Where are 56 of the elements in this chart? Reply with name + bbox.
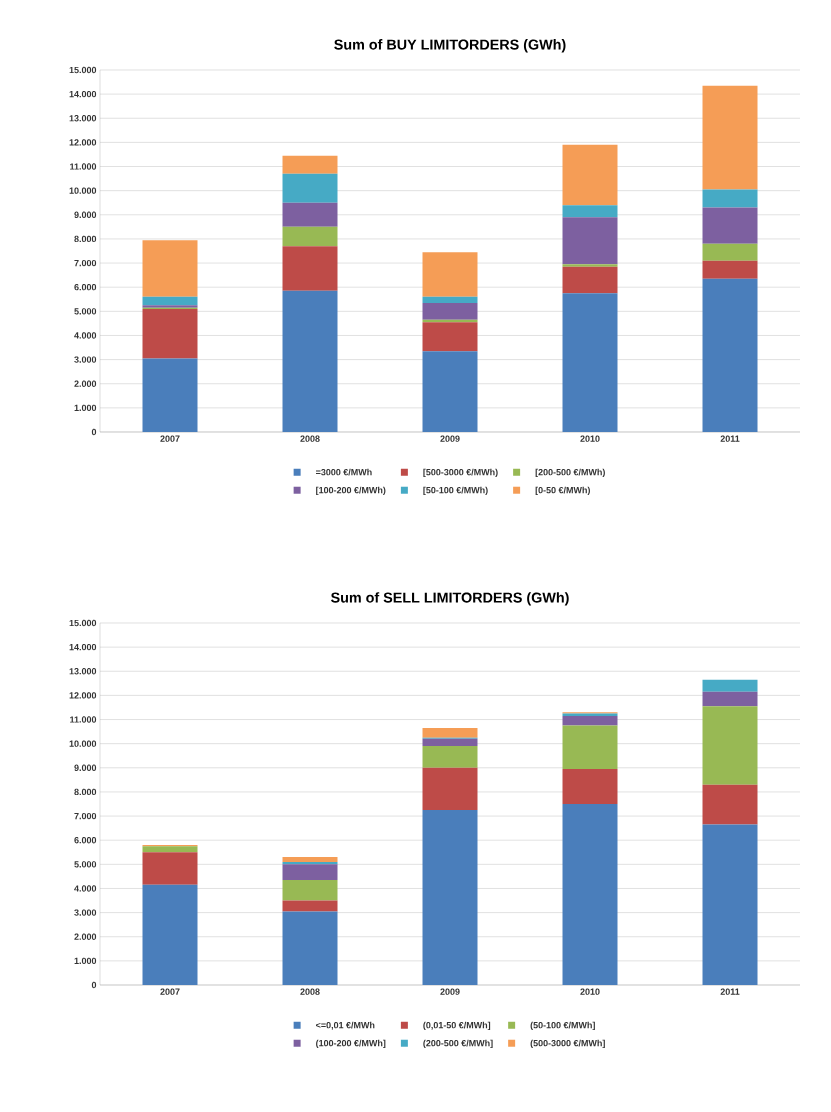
y-tick-label: 5.000	[74, 308, 97, 315]
legend-label: (100-200 €/MWh]	[316, 1039, 386, 1049]
legend-label: (50-100 €/MWh]	[530, 1021, 595, 1031]
y-tick-label: 14.000	[69, 643, 97, 651]
y-tick-label: 12.000	[69, 139, 97, 146]
y-tick-label: 13.000	[69, 115, 97, 122]
y-tick-label: 14.000	[69, 90, 97, 98]
y-tick-label: 15.000	[69, 66, 97, 74]
y-tick-label: 2.000	[74, 933, 97, 940]
x-tick-label: 2011	[720, 435, 740, 442]
legend-label: [50-100 €/MWh)	[423, 486, 488, 496]
y-tick-label: 7.000	[74, 812, 97, 820]
y-tick-label: 9.000	[74, 764, 97, 771]
y-tick-label: 15.000	[69, 619, 97, 627]
x-tick-label: 2009	[440, 435, 460, 442]
legend-label: (500-3000 €/MWh]	[530, 1039, 605, 1049]
legend-label: (200-500 €/MWh]	[423, 1039, 493, 1049]
y-tick-label: 3.000	[74, 356, 97, 363]
y-tick-label: 13.000	[69, 668, 97, 675]
legend-label: [100-200 €/MWh)	[316, 486, 386, 496]
y-tick-label: 6.000	[74, 284, 97, 291]
legend-label: [500-3000 €/MWh)	[423, 468, 498, 478]
x-tick-label: 2008	[300, 988, 320, 995]
y-tick-label: 7.000	[74, 259, 97, 267]
y-tick-label: 9.000	[74, 211, 97, 218]
y-tick-label: 0	[91, 981, 97, 989]
y-tick-label: 10.000	[69, 187, 97, 194]
x-tick-label: 2007	[160, 435, 180, 442]
x-tick-label: 2010	[580, 988, 600, 995]
y-tick-label: 6.000	[74, 837, 97, 844]
legend-label: (0,01-50 €/MWh]	[423, 1021, 491, 1031]
chart-title: Sum of SELL LIMITORDERS (GWh)	[331, 592, 569, 606]
x-tick-label: 2010	[580, 435, 600, 442]
y-tick-label: 1.000	[74, 404, 97, 412]
y-tick-label: 11.000	[70, 716, 97, 723]
chart-title: Sum of BUY LIMITORDERS (GWh)	[334, 39, 566, 53]
y-tick-label: 2.000	[74, 380, 97, 387]
x-tick-label: 2009	[440, 988, 460, 995]
legend-label: [0-50 €/MWh)	[535, 486, 590, 496]
y-tick-label: 12.000	[69, 692, 97, 699]
x-tick-label: 2011	[720, 988, 740, 995]
y-tick-label: 10.000	[69, 740, 97, 747]
y-tick-label: 0	[91, 428, 97, 436]
y-tick-label: 3.000	[74, 909, 97, 916]
y-tick-label: 5.000	[74, 861, 97, 868]
y-tick-label: 11.000	[70, 163, 97, 170]
x-tick-label: 2007	[160, 988, 180, 995]
y-tick-label: 1.000	[74, 957, 97, 965]
legend-label: <=0,01 €/MWh	[316, 1021, 375, 1030]
y-tick-label: 4.000	[74, 332, 97, 339]
y-tick-label: 4.000	[74, 885, 97, 892]
y-tick-label: 8.000	[74, 235, 97, 243]
x-tick-label: 2008	[300, 435, 320, 442]
legend-label: [200-500 €/MWh)	[535, 468, 605, 478]
y-tick-label: 8.000	[74, 788, 97, 796]
legend-label: =3000 €/MWh	[316, 468, 372, 476]
